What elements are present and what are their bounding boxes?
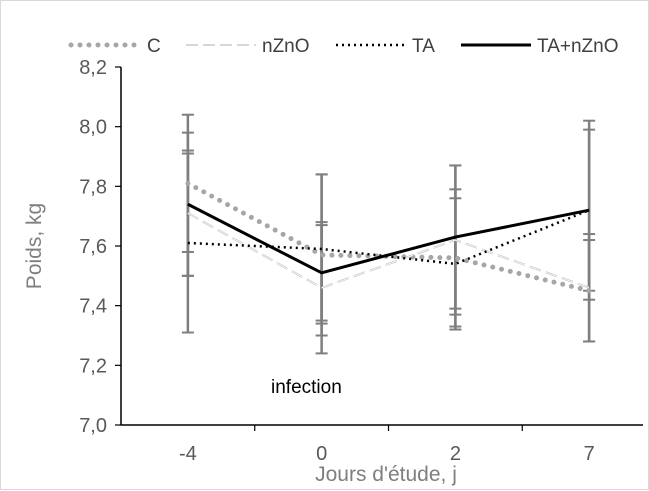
y-axis-label: Poids, kg — [23, 203, 46, 289]
series-line-c — [185, 180, 592, 294]
infection-annotation: infection — [271, 377, 342, 398]
x-axis-label: Jours d'étude, j — [315, 463, 457, 486]
legend-label-c: C — [147, 36, 161, 57]
series-line-ta-nzno — [187, 202, 590, 275]
legend-label-nzno: nZnO — [262, 36, 310, 57]
y-tick-label: 7,4 — [79, 296, 107, 318]
error-bars — [181, 113, 596, 355]
x-tick-label: -4 — [179, 443, 197, 465]
y-tick-label: 7,0 — [79, 415, 107, 437]
y-axis-ticks: 7,0 7,2 7,4 7,6 7,8 8,0 8,2 — [79, 57, 121, 437]
y-tick-label: 7,2 — [79, 355, 107, 377]
legend-label-ta-nzno: TA+nZnO — [537, 36, 618, 57]
series-line-ta — [187, 209, 590, 266]
x-tick-label: 7 — [584, 443, 595, 465]
series-lines — [185, 180, 592, 294]
legend-label-ta: TA — [412, 36, 435, 57]
y-tick-label: 8,0 — [79, 117, 107, 139]
x-tick-label: 0 — [316, 443, 327, 465]
y-tick-label: 7,6 — [79, 236, 107, 258]
x-axis-ticks: -4 0 2 7 — [179, 425, 595, 465]
y-tick-label: 8,2 — [79, 57, 107, 79]
series-line-inner-nzno — [187, 212, 590, 289]
y-tick-label: 7,8 — [79, 176, 107, 198]
x-tick-label: 2 — [450, 443, 461, 465]
